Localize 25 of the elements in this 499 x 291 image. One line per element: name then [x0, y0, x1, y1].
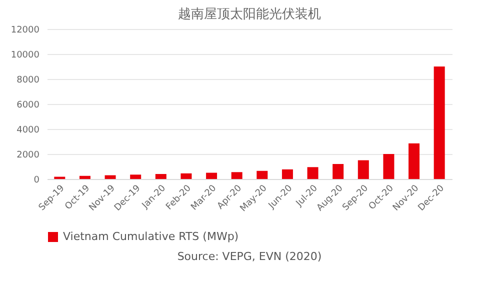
y-tick-label: 10000: [10, 50, 40, 60]
bar: [231, 172, 242, 179]
y-tick-label: 4000: [16, 126, 40, 136]
bar: [130, 174, 142, 179]
y-tick-label: 8000: [16, 76, 40, 86]
bar: [307, 167, 318, 179]
y-tick-label: 12000: [10, 26, 40, 36]
bar: [434, 66, 445, 179]
bar: [155, 174, 166, 179]
chart-title: 越南屋顶太阳能光伏装机: [178, 7, 321, 22]
bar: [180, 173, 192, 179]
bar: [104, 175, 116, 179]
bar: [408, 143, 420, 179]
y-tick-label: 0: [34, 176, 40, 186]
bar: [358, 160, 369, 179]
legend-label: Vietnam Cumulative RTS (MWp): [63, 230, 239, 243]
bar: [282, 169, 293, 179]
bar: [383, 154, 394, 179]
y-tick-label: 6000: [16, 100, 40, 110]
bar: [256, 170, 268, 179]
source-note: Source: VEPG, EVN (2020): [177, 250, 322, 263]
bar: [206, 172, 218, 179]
bar: [79, 176, 90, 179]
bar: [332, 164, 344, 179]
y-tick-label: 2000: [16, 150, 40, 160]
